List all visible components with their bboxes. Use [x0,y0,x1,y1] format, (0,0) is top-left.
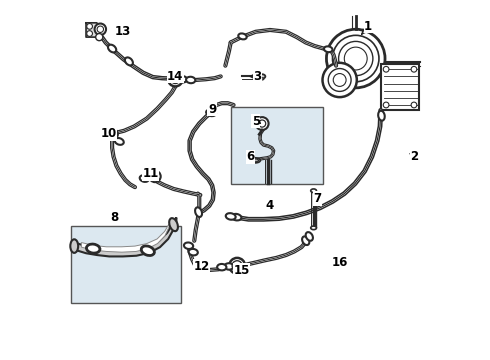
Ellipse shape [71,239,78,253]
Text: 15: 15 [233,264,249,276]
Bar [381,64,419,111]
Ellipse shape [169,218,178,231]
Text: 10: 10 [100,127,117,140]
Ellipse shape [195,207,202,217]
Text: 4: 4 [266,198,274,212]
Ellipse shape [184,243,193,249]
Circle shape [97,26,103,32]
Ellipse shape [125,57,133,66]
Circle shape [229,258,245,274]
Circle shape [383,102,389,108]
Ellipse shape [108,45,116,53]
Text: 11: 11 [142,167,158,180]
Ellipse shape [259,74,266,78]
Circle shape [333,73,346,86]
Text: 3: 3 [250,70,262,83]
Ellipse shape [141,246,154,256]
Bar [71,226,181,303]
Text: 14: 14 [167,70,184,83]
Ellipse shape [251,159,259,162]
Circle shape [106,129,118,140]
Ellipse shape [140,175,149,182]
Ellipse shape [189,249,198,255]
Ellipse shape [311,189,317,193]
Ellipse shape [178,76,187,82]
Circle shape [326,29,385,88]
Ellipse shape [238,33,246,39]
Circle shape [259,120,266,127]
Circle shape [87,31,93,36]
Text: 6: 6 [246,150,254,163]
Polygon shape [81,224,169,252]
Circle shape [411,66,417,72]
Circle shape [256,117,269,130]
Text: 13: 13 [115,25,131,38]
Ellipse shape [324,46,333,52]
Circle shape [333,35,379,82]
Circle shape [328,68,351,91]
Circle shape [383,66,389,72]
Text: 1: 1 [362,20,372,34]
Text: 16: 16 [331,256,348,269]
Ellipse shape [115,138,124,145]
Text: 5: 5 [251,114,261,127]
Text: 7: 7 [314,192,321,205]
Circle shape [87,23,93,29]
Circle shape [168,72,182,86]
Ellipse shape [226,213,236,220]
Ellipse shape [311,226,317,230]
Circle shape [171,75,180,84]
Ellipse shape [206,109,216,116]
Ellipse shape [231,214,242,220]
Ellipse shape [249,158,260,163]
Circle shape [152,173,158,180]
Text: 8: 8 [110,211,119,224]
Text: 12: 12 [193,260,210,273]
Ellipse shape [217,264,226,270]
Ellipse shape [186,77,196,83]
Circle shape [109,131,115,138]
Circle shape [95,23,106,35]
Circle shape [96,33,103,41]
Text: 9: 9 [208,103,216,116]
Bar [231,107,322,184]
Circle shape [232,261,242,271]
Circle shape [322,63,357,97]
Ellipse shape [260,78,264,80]
Polygon shape [86,23,99,37]
Circle shape [339,41,373,76]
Ellipse shape [86,244,100,253]
Ellipse shape [224,263,234,270]
Ellipse shape [378,111,385,121]
Circle shape [344,47,367,70]
Ellipse shape [306,232,313,241]
Polygon shape [74,217,176,256]
Circle shape [149,171,161,182]
Text: 2: 2 [410,150,419,163]
Ellipse shape [302,237,309,245]
Circle shape [411,102,417,108]
